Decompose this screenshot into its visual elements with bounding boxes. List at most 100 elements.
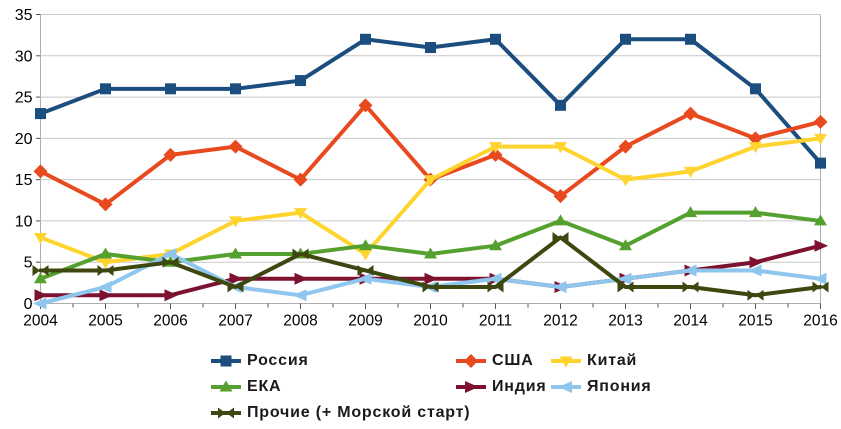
series-marker-china-2009: [359, 249, 372, 261]
series-marker-china-2013: [619, 175, 632, 187]
x-axis-label-2012: 2012: [543, 313, 577, 330]
y-axis-label-35: 35: [15, 7, 33, 24]
series-marker-china-2005: [99, 257, 112, 269]
x-axis-label-2014: 2014: [673, 313, 708, 330]
series-marker-china-2015: [749, 142, 762, 154]
series-marker-india-2010: [424, 272, 438, 285]
series-line-others: [38, 235, 823, 298]
plot-area: 0 5 10 15 20 25 30 35 2004 2005 2006 2007 2008 2009 20…: [15, 7, 838, 330]
esa-legend-marker-icon: [211, 380, 241, 392]
series-marker-japan-2013: [618, 272, 632, 285]
legend-label-others: Прочие (+ Морской старт): [247, 404, 471, 421]
series-marker-russia-2012: [555, 99, 566, 111]
series-marker-japan-2011: [488, 272, 502, 285]
series-marker-usa-2007: [228, 139, 243, 154]
series-marker-usa-2013: [618, 139, 633, 154]
series-marker-china-2014: [684, 166, 697, 178]
series-marker-esa-2009: [359, 239, 372, 251]
series-marker-india-2007: [229, 272, 243, 285]
series-marker-russia-2014: [685, 33, 696, 45]
series-marker-japan-2012: [553, 280, 567, 293]
series-marker-others-2013: [617, 281, 634, 293]
series-marker-india-2008: [294, 272, 308, 285]
series-marker-russia-2008: [295, 75, 306, 87]
legend-item-japan: Япония: [550, 378, 652, 396]
y-axis-label-25: 25: [15, 90, 33, 107]
series-marker-usa-2008: [293, 172, 308, 187]
y-axis-label-5: 5: [24, 255, 33, 272]
japan-legend-marker-icon: [551, 381, 581, 393]
legend-item-india: Индия: [455, 378, 547, 396]
series-marker-russia-2006: [165, 83, 176, 95]
others-legend-marker-icon: [211, 407, 241, 419]
legend-item-russia: Россия: [210, 352, 309, 370]
series-marker-china-2012: [554, 142, 567, 154]
x-axis-label-2008: 2008: [283, 313, 317, 330]
series-marker-china-2016: [814, 133, 827, 145]
series-marker-russia-2009: [360, 33, 371, 45]
legend-item-usa: США: [455, 352, 534, 370]
series-marker-usa-2006: [163, 147, 178, 162]
legend-label-russia: Россия: [247, 352, 309, 369]
series-marker-others-2008: [292, 248, 309, 260]
series-marker-others-2006: [162, 256, 179, 268]
x-axis-label-2010: 2010: [413, 313, 448, 330]
series-marker-japan-2006: [163, 247, 177, 260]
series-marker-usa-2015: [748, 131, 763, 146]
series-marker-usa-2012: [553, 189, 568, 204]
series-marker-usa-2004: [33, 164, 48, 179]
series-marker-esa-2015: [749, 206, 762, 218]
series-marker-russia-2011: [490, 33, 501, 45]
x-axis-label-2013: 2013: [608, 313, 642, 330]
y-axis-label-20: 20: [15, 131, 33, 148]
x-axis-label-2016: 2016: [803, 313, 837, 330]
series-marker-china-2008: [294, 208, 307, 220]
legend-label-japan: Япония: [587, 378, 652, 395]
series-marker-japan-2016: [813, 272, 827, 285]
series-line-usa: [38, 103, 823, 207]
series-marker-china-2010: [424, 175, 437, 187]
series-marker-esa-2012: [554, 214, 567, 226]
series-marker-others-2005: [97, 264, 114, 276]
series-marker-usa-2014: [683, 106, 698, 121]
series-marker-india-2016: [814, 239, 828, 252]
series-marker-japan-2014: [683, 264, 697, 277]
series-marker-india-2004: [34, 289, 48, 302]
series-marker-japan-2015: [748, 264, 762, 277]
series-marker-esa-2011: [489, 239, 502, 251]
series-marker-india-2005: [99, 289, 113, 302]
series-marker-others-2016: [812, 281, 829, 293]
series-marker-japan-2004: [33, 297, 47, 310]
series-marker-japan-2009: [358, 272, 372, 285]
series-marker-esa-2013: [619, 239, 632, 251]
legend-item-others: Прочие (+ Морской старт): [210, 404, 470, 422]
series-marker-usa-2011: [488, 147, 503, 162]
series-marker-japan-2005: [98, 280, 112, 293]
legend-label-china: Китай: [587, 352, 638, 369]
x-axis-label-2015: 2015: [738, 313, 772, 330]
x-axis-label-2009: 2009: [348, 313, 382, 330]
x-axis-label-2005: 2005: [88, 313, 122, 330]
india-legend-marker-icon: [456, 381, 486, 393]
series-marker-esa-2010: [424, 247, 437, 259]
series-marker-russia-2015: [750, 83, 761, 95]
series-marker-esa-2016: [814, 214, 827, 226]
x-axis-label-2004: 2004: [23, 313, 58, 330]
series-marker-usa-2005: [98, 197, 113, 212]
series-marker-russia-2005: [100, 83, 111, 95]
china-legend-marker-icon: [551, 356, 581, 368]
series-marker-others-2011: [487, 281, 504, 293]
series-marker-others-2009: [357, 264, 374, 276]
legend-label-india: Индия: [492, 378, 547, 395]
series-marker-others-2010: [422, 281, 439, 293]
y-axis-label-15: 15: [15, 172, 33, 189]
x-axis-label-2011: 2011: [479, 313, 512, 330]
russia-legend-marker-icon: [211, 355, 241, 367]
series-marker-others-2014: [682, 281, 699, 293]
legend-item-esa: ЕКА: [210, 378, 281, 396]
series-marker-japan-2008: [293, 289, 307, 302]
y-axis-label-0: 0: [24, 296, 33, 313]
series-marker-china-2007: [229, 216, 242, 228]
series-marker-india-2015: [749, 256, 763, 269]
